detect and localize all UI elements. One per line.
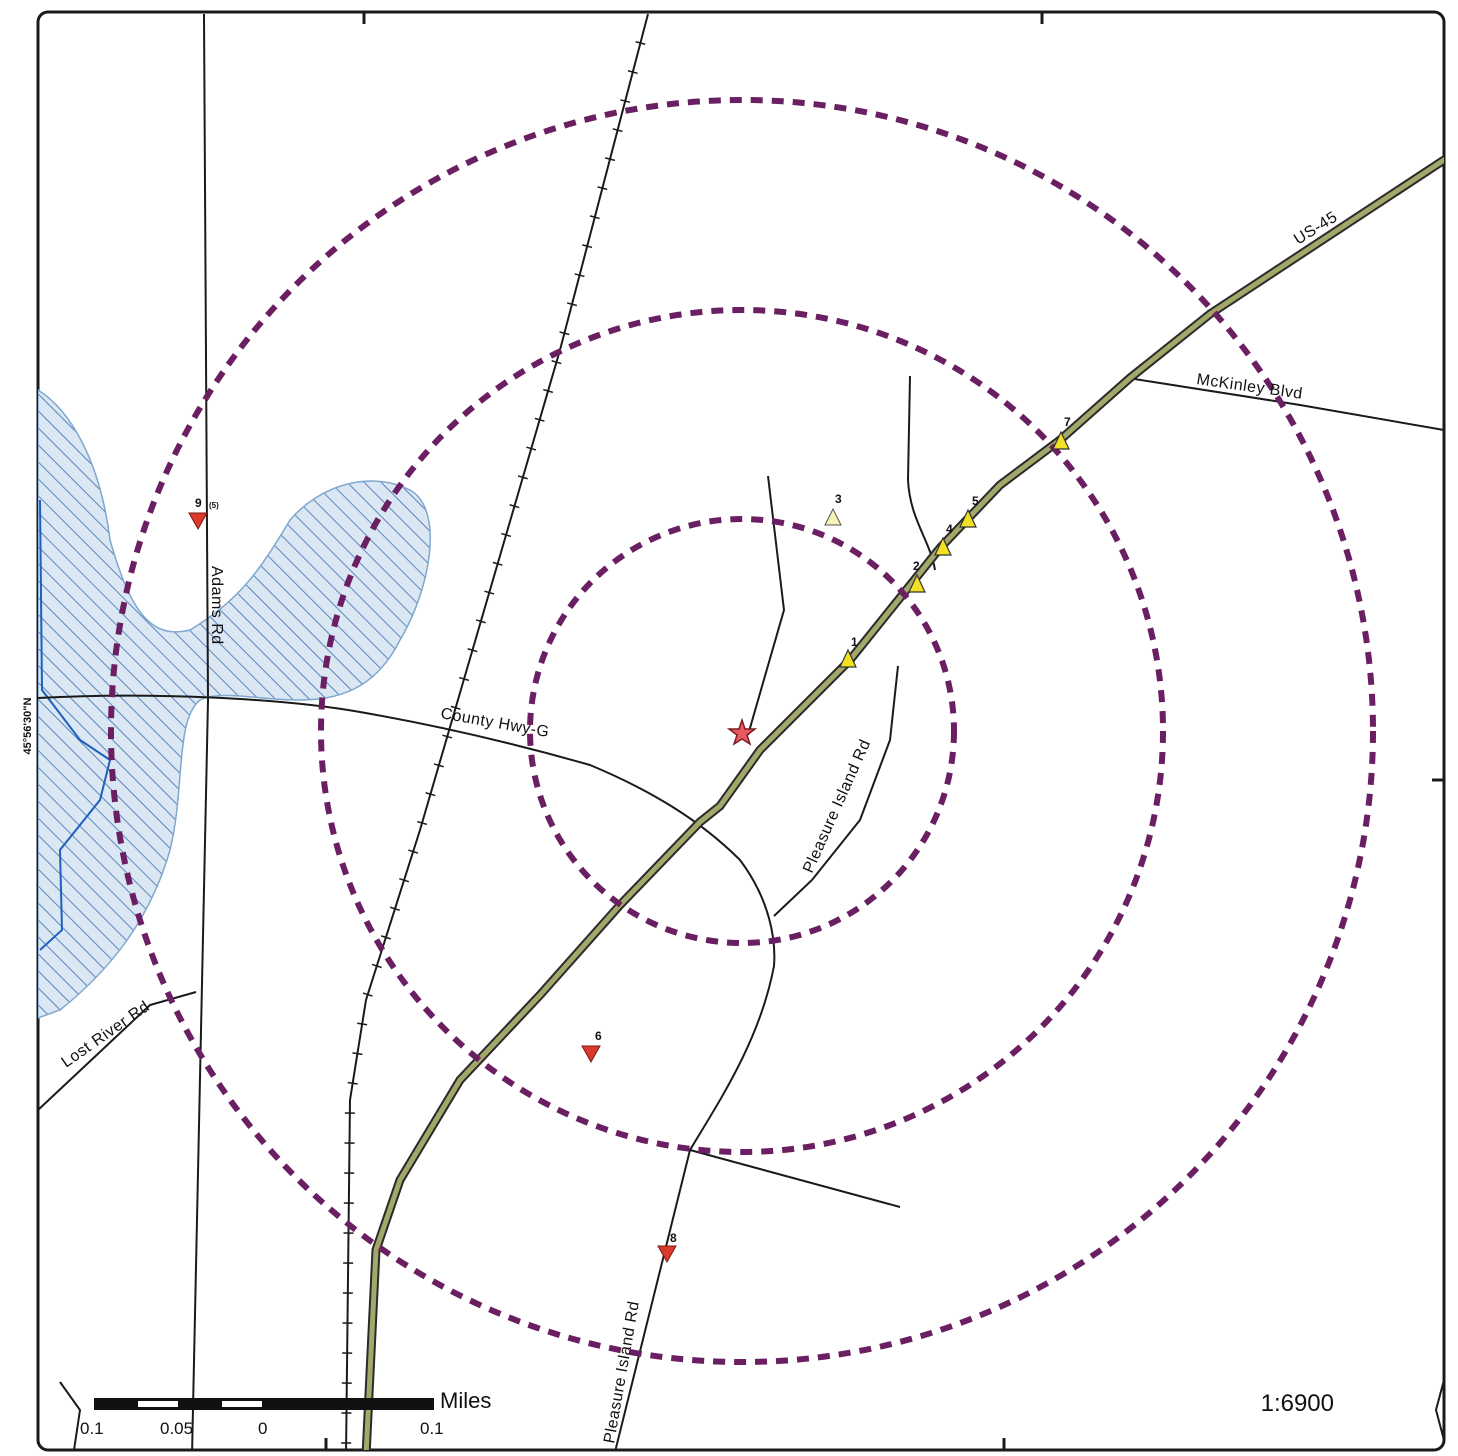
up-triangle-icon (908, 573, 926, 593)
marker-6[interactable]: 6 (581, 1029, 602, 1064)
rail-tie (551, 360, 562, 365)
railroad (341, 13, 649, 1450)
rail-tie (492, 561, 503, 566)
marker-1[interactable]: 1 (839, 635, 858, 668)
buffer-ring-inner (527, 516, 957, 946)
rail-tie (559, 331, 570, 336)
rail-tie (582, 244, 593, 249)
rail-tie (543, 388, 554, 394)
rail-tie (574, 273, 585, 278)
rail-tie (620, 99, 631, 104)
rail-tie (357, 1022, 368, 1026)
rail-tie (380, 935, 391, 940)
rail-tie (484, 590, 495, 595)
marker-4-label: 4 (946, 522, 953, 536)
scale-tick-0: 0.1 (80, 1419, 104, 1438)
marker-3-label: 3 (835, 492, 842, 506)
site-star-icon[interactable] (726, 717, 758, 746)
rail-tie (425, 792, 436, 797)
outline-triangle-icon (824, 507, 842, 526)
minor-road-se (1434, 1379, 1444, 1441)
scale-ratio: 1:6900 (1260, 1390, 1334, 1417)
marker-8[interactable]: 8 (657, 1231, 677, 1264)
buffer-ring-middle (318, 307, 1166, 1155)
scale-tick-2: 0 (258, 1419, 267, 1438)
adams-road-line (191, 13, 210, 1450)
up-triangle-icon (959, 508, 977, 528)
rail-tie (517, 475, 528, 480)
county-hwy-g-line (38, 694, 776, 1450)
rail-tie (417, 820, 428, 826)
rail-tie (399, 877, 410, 883)
rail-tie (501, 532, 512, 538)
rail-tie (352, 1052, 363, 1056)
rail-tie (475, 619, 486, 624)
marker-9[interactable]: 9 (5) (188, 496, 219, 531)
marker-3[interactable]: 3 (824, 492, 842, 526)
marker-2[interactable]: 2 (908, 559, 926, 593)
rail-tie (459, 676, 470, 682)
marker-5-label: 5 (972, 494, 979, 508)
down-triangle-icon (581, 1045, 601, 1064)
rail-tie (589, 215, 600, 220)
mckinley-road-line (1127, 377, 1444, 431)
side-road-south (689, 1149, 901, 1208)
rail-tie (635, 41, 646, 46)
scale-tick-1: 0.05 (160, 1419, 193, 1438)
rail-tie (362, 992, 373, 997)
rail-tie (526, 446, 537, 451)
marker-7-label: 7 (1064, 415, 1071, 429)
pleasure-island-road-line (773, 665, 899, 917)
lost-river-road-line (38, 991, 197, 1111)
marker-7[interactable]: 7 (1052, 415, 1071, 450)
rail-tie (612, 128, 623, 133)
marker-6-label: 6 (595, 1029, 602, 1043)
up-triangle-icon (934, 536, 952, 556)
marker-8-label: 8 (670, 1231, 677, 1245)
buffer-ring-outer (108, 97, 1376, 1365)
marker-4[interactable]: 4 (934, 522, 953, 556)
scale-unit-label: Miles (440, 1388, 492, 1413)
marker-9-label: 9 (195, 496, 202, 510)
rail-tie (467, 648, 478, 653)
up-triangle-icon (1052, 430, 1070, 450)
rail-tie (450, 705, 461, 710)
rail-tie (534, 417, 545, 422)
down-triangle-icon (657, 1245, 677, 1264)
us45-highway-line (363, 157, 1444, 1450)
rail-tie (371, 963, 382, 969)
rail-tie (509, 504, 520, 509)
rail-tie (408, 849, 419, 854)
up-triangle-icon (839, 648, 857, 668)
minor-road-sw (59, 1381, 82, 1450)
rail-tie (347, 1081, 358, 1085)
down-triangle-icon (188, 512, 208, 531)
marker-5[interactable]: 5 (959, 494, 979, 528)
rail-tie (597, 186, 608, 191)
label-adams-rd: Adams Rd (208, 566, 225, 645)
rail-tie (604, 157, 616, 162)
marker-9-note: (5) (209, 501, 219, 510)
marker-2-label: 2 (913, 559, 920, 573)
rail-tie (389, 906, 400, 912)
water-body (38, 388, 431, 1020)
rail-tie (442, 734, 453, 739)
rail-tie (566, 302, 578, 307)
rail-tie (433, 763, 444, 768)
scale-tick-3: 0.1 (420, 1419, 444, 1438)
marker-1-label: 1 (851, 635, 858, 649)
rail-tie (627, 70, 638, 75)
scale-bar: 0.1 0.05 0 0.1 (80, 1398, 444, 1438)
latitude-label: 45°56'30"N (22, 697, 34, 755)
